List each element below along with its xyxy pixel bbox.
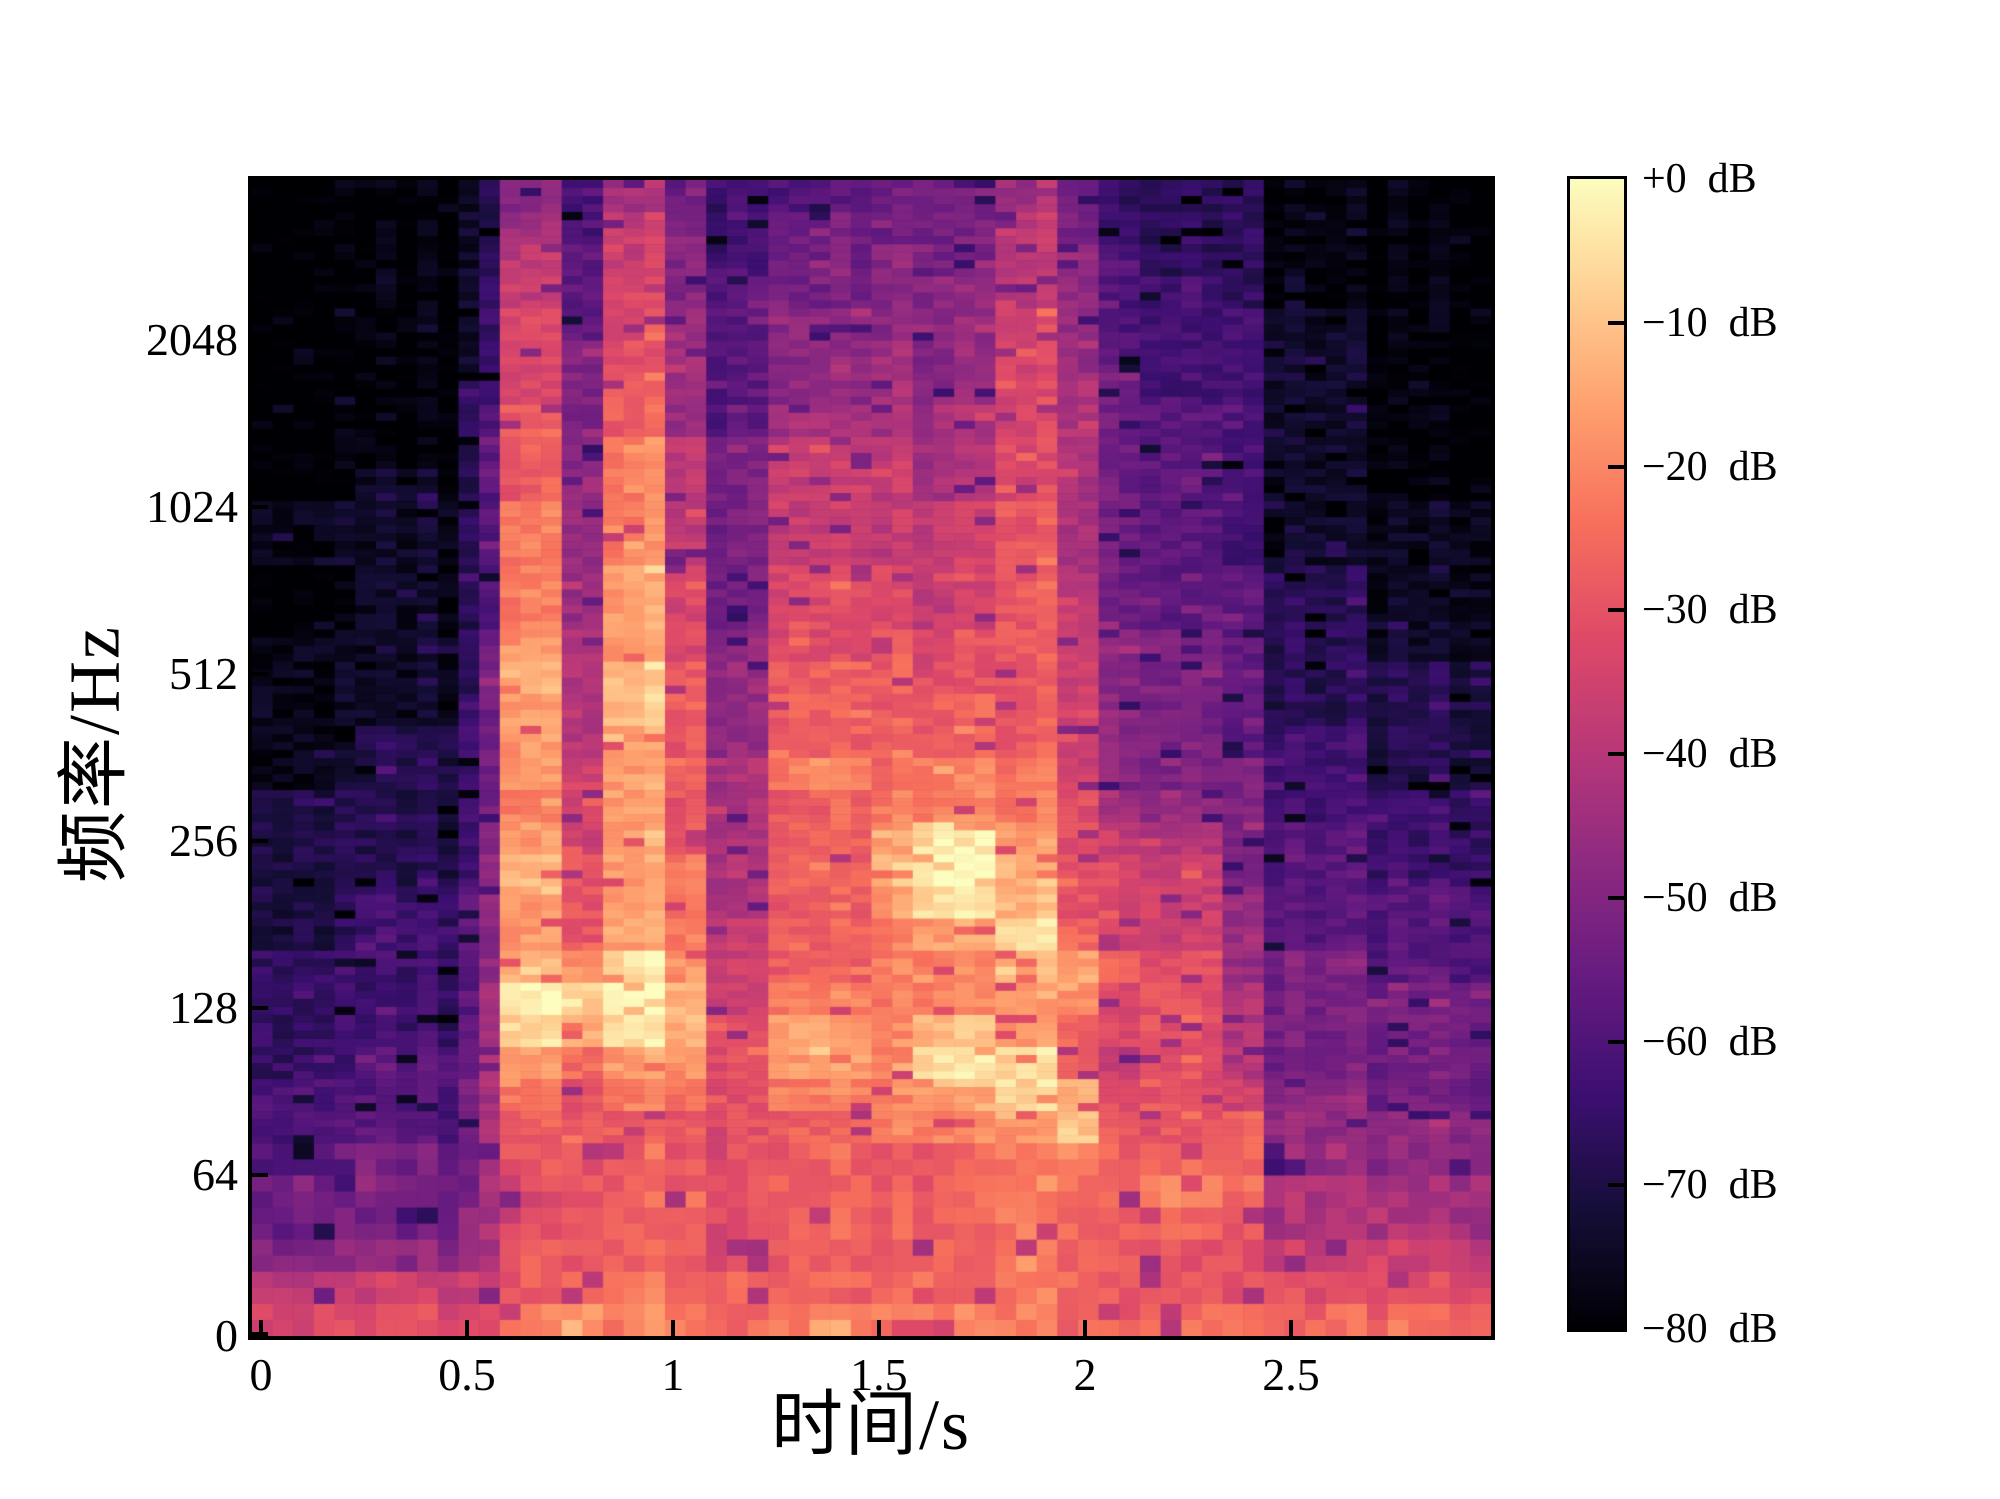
x-tick-label: 2.5 bbox=[1262, 1349, 1320, 1400]
y-tick-mark bbox=[252, 505, 268, 510]
colorbar-tick-mark bbox=[1608, 1183, 1624, 1188]
y-tick-mark bbox=[252, 839, 268, 843]
x-tick-mark bbox=[671, 1320, 675, 1336]
y-tick-label: 128 bbox=[169, 982, 238, 1034]
y-tick-label: 256 bbox=[169, 815, 238, 866]
spectrogram-canvas bbox=[252, 180, 1491, 1336]
colorbar-tick-label: −40 dB bbox=[1642, 731, 1778, 777]
colorbar-tick-label: −20 dB bbox=[1642, 443, 1778, 490]
x-tick-mark bbox=[259, 1320, 264, 1336]
colorbar-tick-label: −60 dB bbox=[1642, 1018, 1778, 1065]
y-tick-mark bbox=[252, 1006, 268, 1011]
y-tick-label: 0 bbox=[215, 1310, 238, 1361]
colorbar-tick-mark bbox=[1608, 1039, 1624, 1044]
x-tick-mark bbox=[464, 1320, 469, 1336]
colorbar-tick-mark bbox=[1608, 752, 1624, 756]
y-tick-label: 1024 bbox=[146, 481, 238, 533]
colorbar-tick-label: −80 dB bbox=[1642, 1306, 1778, 1352]
colorbar-tick-label: −30 dB bbox=[1642, 587, 1778, 634]
y-tick-mark bbox=[252, 1332, 268, 1336]
x-tick-label: 1 bbox=[661, 1349, 685, 1400]
x-axis-label: 时间/s bbox=[770, 1385, 972, 1465]
colorbar-tick-label: −70 dB bbox=[1642, 1162, 1778, 1209]
x-tick-mark bbox=[876, 1320, 881, 1336]
x-tick-label: 0 bbox=[249, 1349, 273, 1400]
x-tick-label: 1.5 bbox=[850, 1349, 908, 1400]
y-tick-label: 512 bbox=[169, 647, 238, 699]
colorbar-tick-mark bbox=[1608, 320, 1624, 325]
colorbar-tick-mark bbox=[1608, 895, 1624, 900]
y-tick-label: 2048 bbox=[146, 313, 238, 365]
y-tick-mark bbox=[252, 671, 268, 676]
colorbar bbox=[1567, 176, 1627, 1332]
colorbar-tick-mark bbox=[1608, 464, 1624, 469]
colorbar-tick-label: −10 dB bbox=[1642, 299, 1778, 346]
colorbar-tick-mark bbox=[1608, 608, 1624, 613]
x-tick-label: 2 bbox=[1073, 1349, 1097, 1400]
y-axis-label: 频率/Hz bbox=[54, 625, 135, 883]
y-tick-mark bbox=[252, 337, 268, 342]
x-tick-mark bbox=[1082, 1320, 1087, 1336]
y-tick-mark bbox=[252, 1172, 268, 1177]
colorbar-tick-label: +0 dB bbox=[1642, 156, 1757, 202]
colorbar-tick-label: −50 dB bbox=[1642, 874, 1778, 921]
x-tick-label: 0.5 bbox=[438, 1349, 496, 1400]
x-tick-mark bbox=[1289, 1320, 1294, 1336]
plot-area bbox=[248, 176, 1495, 1340]
y-tick-label: 64 bbox=[192, 1148, 238, 1200]
